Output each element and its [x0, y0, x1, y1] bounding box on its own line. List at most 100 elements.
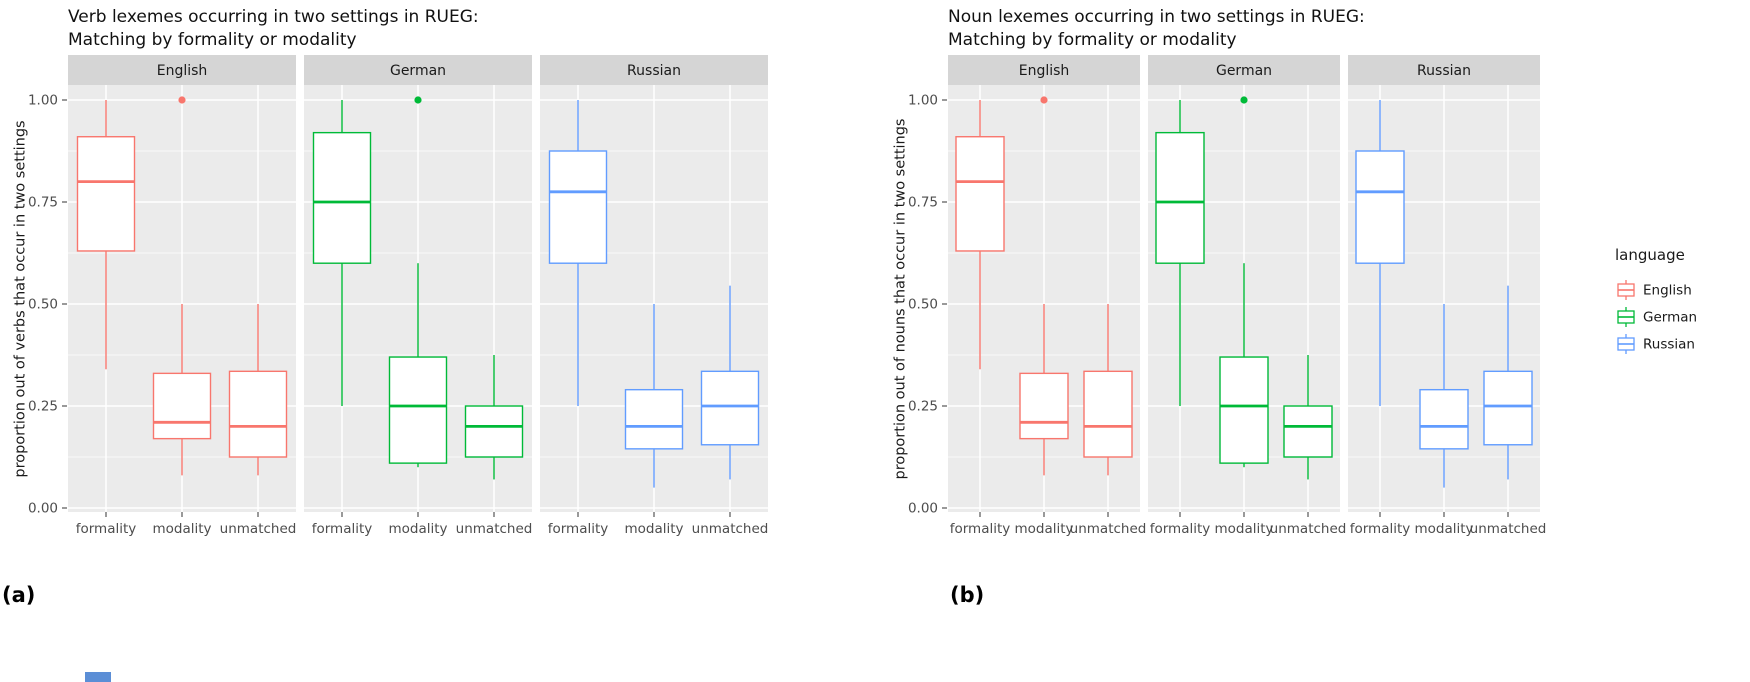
legend-entry-german: German	[1617, 307, 1697, 327]
boxplot-box	[1019, 372, 1069, 440]
legend-entry-russian: Russian	[1617, 334, 1695, 354]
boxplot-box	[1219, 356, 1269, 464]
x-tick-label: modality	[1414, 521, 1473, 537]
boxplot-box	[624, 388, 684, 450]
boxplot-unmatched	[1483, 285, 1533, 480]
facet-english: formality modality unmatched English	[68, 55, 296, 537]
x-tick-label: modality	[1014, 521, 1073, 537]
facet-russian: formality modality unmatched Russian	[540, 55, 768, 537]
boxplot-box	[700, 370, 760, 446]
boxplot-unmatched	[228, 304, 288, 476]
boxplot-box	[1283, 405, 1333, 458]
boxplot-formality	[1155, 100, 1205, 406]
boxplot-box	[1483, 370, 1533, 446]
cropped-bottom-fragment	[85, 672, 111, 682]
boxplot-box	[548, 150, 608, 264]
boxplot-box	[1355, 150, 1405, 264]
facet-strip-label: English	[1019, 63, 1070, 79]
outlier-point	[1240, 96, 1248, 104]
x-tick-label: modality	[152, 521, 211, 537]
facet-strip	[1148, 55, 1340, 85]
boxplot-box	[76, 136, 136, 252]
facet-strip	[1348, 55, 1540, 85]
boxplot-modality	[1019, 96, 1069, 476]
y-tick-label: 1.00	[28, 93, 58, 109]
y-tick-label: 0.75	[908, 195, 938, 211]
x-tick-label: formality	[1350, 521, 1411, 537]
figure-a-chart: formality modality unmatchedEnglishformali…	[28, 55, 768, 537]
boxplot-box	[955, 136, 1005, 252]
boxplot-formality	[955, 100, 1005, 370]
x-tick-label: unmatched	[220, 521, 297, 537]
figure-b-title-line1: Noun lexemes occurring in two settings i…	[948, 7, 1365, 27]
x-tick-label: formality	[1150, 521, 1211, 537]
y-tick-label: 0.00	[908, 501, 938, 517]
legend-entry-label: English	[1643, 283, 1692, 299]
boxplot-unmatched	[700, 285, 760, 480]
outlier-point	[1040, 96, 1048, 104]
facet-strip-label: English	[157, 63, 208, 79]
boxplot-modality	[624, 304, 684, 488]
outlier-point	[178, 96, 186, 104]
y-tick-label: 0.00	[28, 501, 58, 517]
legend-title: language	[1615, 246, 1685, 264]
boxplot-unmatched	[1083, 304, 1133, 476]
legend-entry-label: Russian	[1643, 337, 1695, 353]
boxplot-modality	[388, 96, 448, 468]
x-tick-label: modality	[624, 521, 683, 537]
boxplot-formality	[312, 100, 372, 406]
figure-b-title: Noun lexemes occurring in two settings i…	[948, 6, 1365, 53]
figure-b: Noun lexemes occurring in two settings i…	[880, 0, 1750, 682]
boxplot-formality	[1355, 100, 1405, 406]
x-tick-label: formality	[76, 521, 137, 537]
legend-entry-english: English	[1617, 280, 1692, 300]
x-tick-label: unmatched	[1270, 521, 1347, 537]
figure-b-caption: (b)	[950, 583, 985, 607]
boxplot-box	[312, 131, 372, 264]
boxplot-box	[388, 356, 448, 464]
boxplot-modality	[1419, 304, 1469, 488]
figure-a-title-line1: Verb lexemes occurring in two settings i…	[68, 7, 479, 27]
figure-a-title: Verb lexemes occurring in two settings i…	[68, 6, 479, 53]
boxplot-box	[1419, 388, 1469, 450]
x-tick-label: formality	[950, 521, 1011, 537]
legend-entry-label: German	[1643, 310, 1697, 326]
x-tick-label: modality	[388, 521, 447, 537]
facet-strip	[540, 55, 768, 85]
legend: language English German Russian	[1615, 246, 1697, 354]
facet-strip-label: Russian	[627, 63, 681, 79]
boxplot-modality	[1219, 96, 1269, 468]
boxplot-box	[1155, 131, 1205, 264]
x-tick-label: formality	[548, 521, 609, 537]
y-tick-label: 0.50	[908, 297, 938, 313]
outlier-point	[414, 96, 422, 104]
x-tick-label: unmatched	[1070, 521, 1147, 537]
facet-strip	[948, 55, 1140, 85]
facet-strip	[68, 55, 296, 85]
boxplot-formality	[76, 100, 136, 370]
figure-a-caption: (a)	[2, 583, 36, 607]
facet-strip	[304, 55, 532, 85]
facet-german: formality modality unmatched German	[304, 55, 532, 537]
boxplot-unmatched	[464, 355, 524, 480]
figure-b-chart: formality modalityunmatchedEnglishformali…	[908, 55, 1697, 537]
x-tick-label: unmatched	[692, 521, 769, 537]
x-tick-label: unmatched	[456, 521, 533, 537]
y-tick-label: 1.00	[908, 93, 938, 109]
facet-strip-label: German	[390, 63, 446, 79]
boxplot-box	[228, 370, 288, 458]
boxplot-box	[1083, 370, 1133, 458]
y-tick-label: 0.75	[28, 195, 58, 211]
facet-strip-label: German	[1216, 63, 1272, 79]
boxplot-unmatched	[1283, 355, 1333, 480]
y-tick-label: 0.25	[908, 399, 938, 415]
y-tick-label: 0.50	[28, 297, 58, 313]
boxplot-box	[464, 405, 524, 458]
x-tick-label: formality	[312, 521, 373, 537]
facet-strip-label: Russian	[1417, 63, 1471, 79]
figure-b-title-line2: Matching by formality or modality	[948, 30, 1237, 51]
y-tick-label: 0.25	[28, 399, 58, 415]
